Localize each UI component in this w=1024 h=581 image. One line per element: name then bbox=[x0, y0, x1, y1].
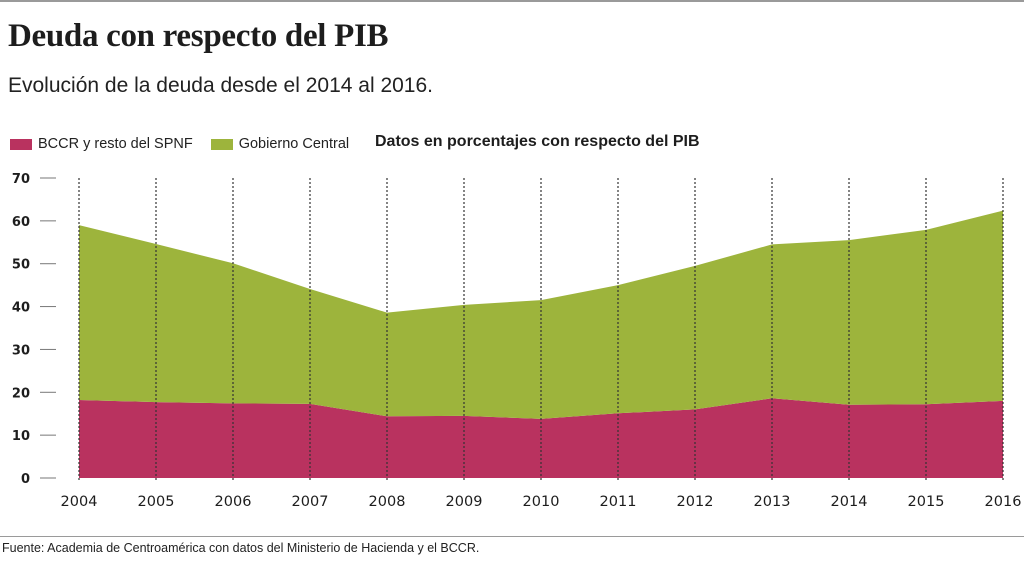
x-axis: 2004 2005 2006 2007 2008 2009 2010 2011 2012 2013… bbox=[61, 494, 1022, 510]
top-rule bbox=[0, 0, 1024, 2]
xtick-label: 2009 bbox=[446, 494, 483, 510]
xtick-label: 2015 bbox=[908, 494, 945, 510]
ytick-label: 40 bbox=[12, 301, 30, 316]
legend-swatch-bccr bbox=[10, 138, 32, 150]
ytick-label: 0 bbox=[21, 472, 30, 487]
legend-item-gobierno: Gobierno Central bbox=[210, 136, 350, 152]
y-axis: 0 10 20 30 40 50 60 70 bbox=[12, 172, 56, 487]
bottom-rule bbox=[0, 536, 1024, 537]
chart-units-note: Datos en porcentajes con respecto del PI… bbox=[375, 133, 700, 150]
legend-label-bccr: BCCR y resto del SPNF bbox=[38, 136, 193, 152]
xtick-label: 2013 bbox=[754, 494, 791, 510]
xtick-label: 2007 bbox=[292, 494, 329, 510]
xtick-label: 2004 bbox=[61, 494, 98, 510]
xtick-label: 2011 bbox=[600, 494, 637, 510]
xtick-label: 2016 bbox=[985, 494, 1022, 510]
chart-title: Deuda con respecto del PIB bbox=[8, 18, 389, 54]
xtick-label: 2014 bbox=[831, 494, 868, 510]
grid-lines bbox=[78, 178, 1004, 482]
legend: BCCR y resto del SPNF Gobierno Central bbox=[10, 135, 367, 153]
legend-label-gobierno: Gobierno Central bbox=[238, 136, 350, 152]
xtick-label: 2006 bbox=[215, 494, 252, 510]
xtick-label: 2008 bbox=[369, 494, 406, 510]
ytick-label: 30 bbox=[12, 343, 30, 358]
xtick-label: 2012 bbox=[677, 494, 714, 510]
xtick-label: 2010 bbox=[523, 494, 560, 510]
ytick-label: 20 bbox=[12, 386, 30, 401]
ytick-label: 70 bbox=[12, 172, 30, 187]
ytick-label: 10 bbox=[12, 429, 30, 444]
legend-item-bccr: BCCR y resto del SPNF bbox=[10, 136, 193, 152]
xtick-label: 2005 bbox=[138, 494, 175, 510]
source-note: Fuente: Academia de Centroamérica con da… bbox=[2, 541, 480, 555]
chart-area: 0 10 20 30 40 50 60 70 2004 2005 2006 2007 2008 2009… bbox=[12, 172, 1022, 510]
ytick-label: 60 bbox=[12, 215, 30, 230]
chart-subtitle: Evolución de la deuda desde el 2014 al 2… bbox=[8, 74, 434, 97]
legend-swatch-gobierno bbox=[210, 138, 233, 150]
ytick-label: 50 bbox=[12, 258, 30, 273]
